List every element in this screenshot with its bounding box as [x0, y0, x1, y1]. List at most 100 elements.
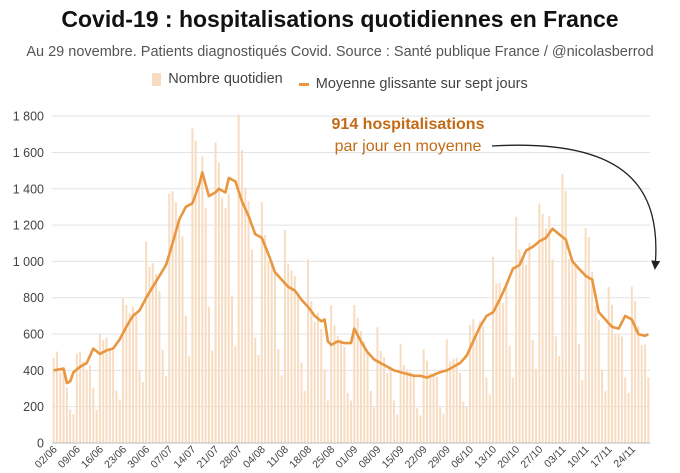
- daily-bar: [462, 401, 465, 443]
- daily-bar: [617, 333, 620, 443]
- daily-bar: [95, 409, 98, 443]
- daily-bar: [383, 357, 386, 443]
- daily-bar: [601, 369, 604, 443]
- daily-bar: [416, 408, 419, 443]
- daily-bar: [475, 338, 478, 443]
- daily-bar: [495, 283, 498, 443]
- daily-bar: [181, 236, 184, 443]
- daily-bar: [597, 319, 600, 443]
- daily-bar: [128, 313, 131, 443]
- daily-bars: [52, 114, 650, 444]
- daily-bar: [234, 346, 237, 443]
- x-tick-label: 23/06: [102, 444, 129, 471]
- daily-bar: [283, 229, 286, 443]
- daily-bar: [164, 376, 167, 443]
- daily-bar: [320, 329, 323, 443]
- x-tick-label: 14/07: [171, 444, 198, 471]
- daily-bar: [574, 265, 577, 443]
- daily-bar: [102, 339, 105, 443]
- x-tick-label: 03/11: [542, 444, 569, 471]
- x-tick-label: 13/10: [472, 444, 499, 471]
- daily-bar: [207, 306, 210, 443]
- daily-bar: [303, 390, 306, 443]
- daily-bar: [191, 128, 194, 443]
- daily-bar: [148, 266, 151, 443]
- daily-bar: [65, 387, 68, 443]
- daily-bar: [561, 173, 564, 443]
- x-tick-label: 01/09: [333, 444, 360, 471]
- chart-title: Covid-19 : hospitalisations quotidiennes…: [61, 6, 619, 32]
- daily-bar: [75, 353, 78, 443]
- y-tick-label: 400: [23, 364, 44, 378]
- daily-bar: [151, 263, 154, 443]
- legend-swatch-line: [298, 82, 309, 86]
- daily-bar: [178, 218, 181, 443]
- y-tick-label: 800: [23, 291, 44, 305]
- daily-bar: [274, 272, 277, 443]
- daily-bar: [587, 236, 590, 443]
- daily-bar: [55, 351, 58, 443]
- daily-bar: [465, 406, 468, 443]
- legend-label-line: Moyenne glissante sur sept jours: [315, 76, 528, 92]
- daily-bar: [620, 336, 623, 443]
- daily-bar: [485, 377, 488, 443]
- daily-bar: [135, 315, 138, 443]
- daily-bar: [607, 287, 610, 443]
- daily-bar: [412, 373, 415, 443]
- daily-bar: [379, 350, 382, 443]
- daily-bar: [260, 202, 263, 443]
- daily-bar: [594, 305, 597, 443]
- daily-bar: [392, 400, 395, 443]
- daily-bar: [544, 228, 547, 443]
- daily-bar: [247, 201, 250, 443]
- daily-bar: [221, 198, 224, 443]
- daily-bar: [52, 358, 55, 443]
- daily-bar: [435, 376, 438, 443]
- daily-bar: [79, 352, 82, 443]
- y-tick-label: 1 200: [13, 219, 44, 233]
- daily-bar: [188, 356, 191, 443]
- x-tick-label: 07/07: [148, 444, 175, 471]
- daily-bar: [158, 291, 161, 443]
- legend-item-bars: Nombre quotidien: [152, 71, 283, 87]
- daily-bar: [214, 142, 217, 443]
- daily-bar: [316, 312, 319, 443]
- daily-bar: [174, 202, 177, 443]
- daily-bar: [551, 259, 554, 443]
- x-axis: 02/0609/0616/0623/0630/0607/0714/0721/07…: [33, 442, 650, 471]
- daily-bar: [122, 298, 125, 443]
- daily-bar: [634, 300, 637, 443]
- daily-bar: [548, 216, 551, 443]
- daily-bar: [577, 343, 580, 443]
- daily-bar: [531, 339, 534, 443]
- daily-bar: [330, 305, 333, 443]
- daily-bar: [376, 327, 379, 443]
- daily-bar: [290, 270, 293, 443]
- daily-bar: [211, 350, 214, 443]
- daily-bar: [535, 368, 538, 443]
- daily-bar: [505, 283, 508, 443]
- daily-bar: [624, 377, 627, 443]
- daily-bar: [257, 355, 260, 443]
- daily-bar: [108, 350, 111, 443]
- daily-bar: [293, 276, 296, 443]
- daily-bar: [280, 375, 283, 443]
- daily-bar: [488, 394, 491, 443]
- daily-bar: [270, 259, 273, 443]
- y-tick-label: 0: [37, 437, 44, 451]
- daily-bar: [568, 259, 571, 443]
- daily-bar: [581, 380, 584, 443]
- moving-average: [53, 171, 649, 385]
- daily-bar: [359, 331, 362, 443]
- daily-bar: [439, 407, 442, 443]
- daily-bar: [406, 369, 409, 443]
- x-tick-label: 11/08: [265, 444, 292, 471]
- daily-bar: [508, 345, 511, 443]
- daily-bar: [340, 339, 343, 443]
- daily-bar: [300, 362, 303, 443]
- daily-bar: [198, 182, 201, 443]
- daily-bar: [429, 372, 432, 443]
- daily-bar: [92, 387, 95, 443]
- daily-bar: [244, 187, 247, 443]
- y-tick-label: 200: [23, 400, 44, 414]
